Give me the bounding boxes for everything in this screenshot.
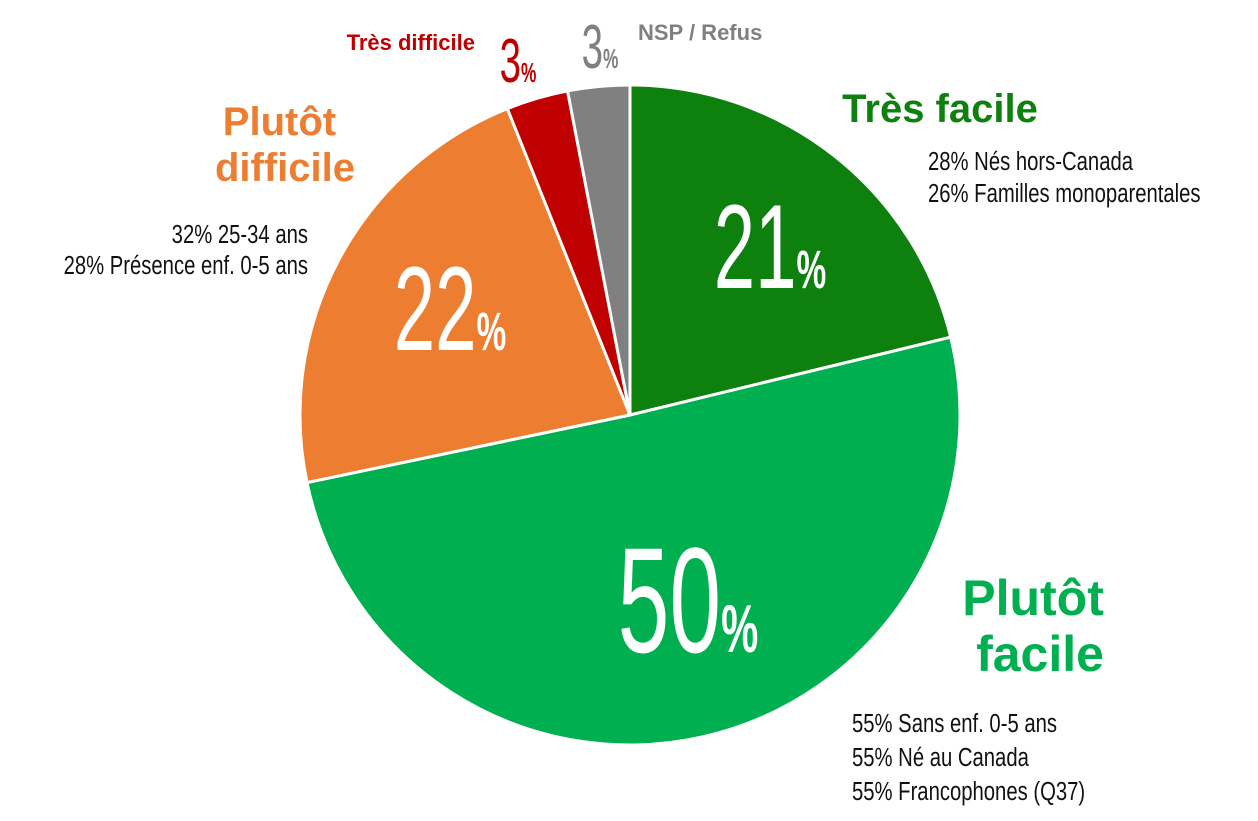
annotation: 28% Nés hors-Canada [928, 147, 1133, 176]
category-label: NSP / Refus [638, 20, 762, 45]
value-label: 3% [500, 26, 537, 96]
value-label: 50% [618, 517, 759, 684]
annotation: 55% Né au Canada [852, 743, 1029, 772]
value-label: 22% [394, 243, 507, 376]
annotation: 55% Francophones (Q37) [852, 777, 1085, 806]
value-label: 21% [714, 181, 827, 314]
pie-slice [298, 106, 633, 485]
category-label: Plutôt facile [962, 570, 1118, 682]
annotation: 26% Familles monoparentales [928, 179, 1201, 208]
category-label: Très difficile [347, 30, 475, 55]
annotation: 32% 25-34 ans [172, 220, 308, 249]
category-label: Plutôt difficile [215, 100, 355, 190]
annotation: 55% Sans enf. 0-5 ans [852, 709, 1057, 738]
pie-slice [565, 83, 632, 416]
annotation: 28% Présence enf. 0-5 ans [64, 251, 308, 280]
pie-slice [305, 335, 962, 747]
pie-slice [628, 83, 953, 417]
category-label: Très facile [842, 87, 1038, 131]
value-label: 3% [582, 12, 619, 82]
